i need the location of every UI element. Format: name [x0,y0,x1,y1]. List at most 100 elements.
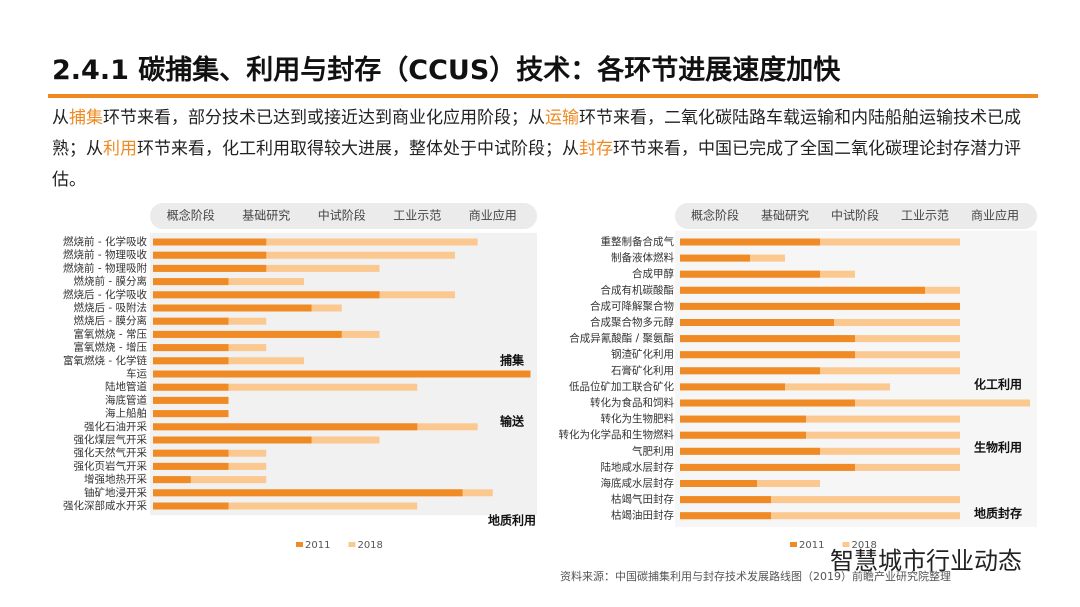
plot-panel [675,230,1037,527]
bar [153,502,229,510]
y-tick-label: 燃烧前 - 物理吸收 [63,248,147,261]
y-tick-label: 铀矿地浸开采 [84,486,147,499]
y-tick-label: 富氧燃烧 - 常压 [74,327,148,340]
y-tick-label: 转化为化学品和生物燃料 [559,428,675,441]
intro-segment: 环节来看，化工利用取得较大进展，整体处于中试阶段；从 [137,139,579,159]
y-tick-label: 合成可降解聚合物 [590,299,674,312]
intro-keyword: 运输 [545,108,579,128]
bar [153,317,229,325]
y-tick-label: 石膏矿化利用 [611,364,674,377]
stage-header [675,203,1037,229]
y-tick-label: 增强地热开采 [84,473,147,486]
bar [153,251,455,259]
bar [153,278,229,286]
bar [680,415,960,423]
bar [680,254,750,262]
y-tick-label: 枯竭气田封存 [611,493,674,506]
bar [153,423,418,431]
legend-swatch [296,542,303,547]
y-tick-label: 富氧燃烧 - 增压 [74,341,148,354]
y-tick-label: 重整制备合成气 [601,235,675,248]
bar [153,357,229,365]
bar [680,286,925,294]
y-tick-label: 陆地咸水层封存 [601,460,675,473]
y-tick-label: 海上船舶 [105,407,147,420]
legend-label: 2011 [799,540,824,551]
group-label: 地质封存 [974,506,1022,521]
bar [680,431,806,439]
bar [153,436,312,444]
x-tick-label: 工业示范 [393,209,441,223]
y-tick-label: 转化为食品和饲料 [590,396,674,409]
title-rule [48,94,1038,98]
y-tick-label: 燃烧后 - 吸附法 [74,301,147,314]
y-tick-label: 合成聚合物多元醇 [590,316,674,329]
y-tick-label: 海底咸水层封存 [601,477,675,490]
bar [680,367,820,375]
legend-swatch [790,542,797,547]
y-tick-label: 钢渣矿化利用 [611,348,674,361]
y-tick-label: 海底管道 [105,393,147,406]
bar [153,238,478,246]
bar [680,447,820,455]
x-tick-label: 中试阶段 [318,208,366,223]
bar [680,512,771,520]
bar [680,383,785,391]
bar [680,496,771,504]
intro-segment: 环节来看，二氧化碳陆路车载运输和内陆船舶运输技术已成熟；从 [52,108,1021,159]
bar [153,476,191,484]
bar [680,415,806,423]
y-tick-label: 陆地管道 [105,380,147,393]
bar [153,238,267,246]
y-tick-label: 强化石油开采 [84,420,147,433]
x-tick-label: 基础研究 [761,208,809,223]
slide-title: 2.4.1 碳捕集、利用与封存（CCUS）技术：各环节进展速度加快 [52,55,841,86]
bar [153,476,267,484]
bar [153,462,229,470]
source-note: 资料来源：中国碳捕集利用与封存技术发展路线图（2019）前瞻产业研究院整理 [560,570,951,583]
bar [680,463,855,471]
intro-segment: 环节来看，中国已完成了全国二氧化碳理论封存潜力评估。 [52,139,1021,190]
legend-label: 2018 [357,540,382,551]
group-label: 地质利用 [488,513,536,528]
y-tick-label: 富氧燃烧 - 化学链 [63,354,147,367]
bar [153,383,418,391]
intro-text: 从捕集环节来看，部分技术已达到或接近达到商业化应用阶段；从运输环节来看，二氧化碳… [52,103,1042,196]
x-tick-label: 商业应用 [469,208,517,223]
y-tick-label: 合成有机碳酸酯 [601,283,675,296]
x-tick-label: 概念阶段 [691,208,739,223]
bar [153,489,463,497]
x-tick-label: 工业示范 [901,209,949,223]
bar [153,264,267,272]
legend-label: 2018 [851,540,876,551]
y-tick-label: 制备液体燃料 [611,251,674,264]
bar [153,291,380,299]
bar [153,330,342,338]
bar [153,370,531,378]
bar [153,410,229,418]
bar [680,399,855,407]
stage-header [150,203,537,229]
y-tick-label: 强化页岩气开采 [74,459,148,472]
bar [680,319,834,326]
bar [680,480,757,487]
y-tick-label: 气肥利用 [632,444,674,457]
intro-keyword: 捕集 [69,108,103,128]
y-tick-label: 枯竭油田封存 [611,509,674,522]
group-label: 化工利用 [974,377,1022,392]
bar [153,304,312,312]
y-tick-label: 燃烧后 - 化学吸收 [63,288,147,301]
legend-swatch [842,542,850,547]
y-tick-label: 燃烧前 - 膜分离 [74,275,147,288]
y-tick-label: 强化深部咸水开采 [63,499,147,512]
bar [680,496,960,504]
y-tick-label: 合成异氰酸酯 / 聚氨酯 [569,332,674,345]
bar [153,344,229,352]
bar [680,512,960,520]
y-tick-label: 燃烧后 - 膜分离 [74,314,147,327]
bar [680,431,960,439]
y-tick-label: 燃烧前 - 化学吸收 [63,235,147,248]
y-tick-label: 合成甲醇 [632,267,674,280]
bar [153,449,229,457]
